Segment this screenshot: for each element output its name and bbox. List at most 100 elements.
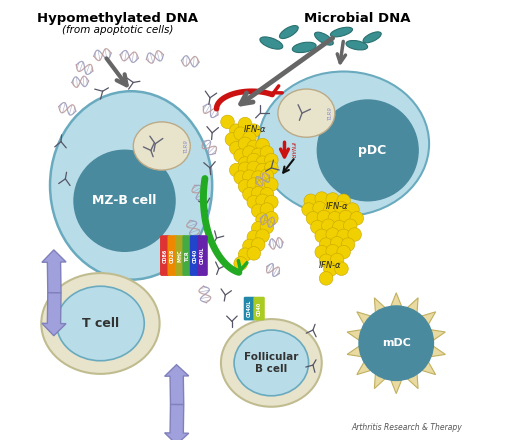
Text: CD40: CD40: [257, 302, 262, 316]
Circle shape: [306, 212, 320, 225]
Text: Hypomethylated DNA: Hypomethylated DNA: [37, 12, 199, 25]
Circle shape: [238, 179, 252, 193]
Circle shape: [317, 210, 331, 224]
Circle shape: [247, 247, 261, 260]
FancyBboxPatch shape: [175, 235, 185, 276]
Circle shape: [234, 127, 247, 141]
Text: Follicular
B cell: Follicular B cell: [244, 352, 298, 374]
Circle shape: [225, 133, 239, 146]
Ellipse shape: [221, 319, 322, 407]
Circle shape: [256, 179, 269, 193]
Text: CD40L: CD40L: [247, 300, 252, 317]
Circle shape: [247, 178, 261, 191]
Ellipse shape: [363, 32, 381, 43]
Circle shape: [221, 115, 234, 129]
Circle shape: [234, 149, 247, 162]
Circle shape: [350, 212, 364, 225]
Circle shape: [234, 257, 247, 270]
Circle shape: [315, 192, 329, 206]
Ellipse shape: [74, 150, 175, 251]
Circle shape: [337, 229, 350, 243]
Ellipse shape: [57, 286, 144, 361]
Circle shape: [326, 228, 339, 241]
Circle shape: [260, 146, 274, 159]
Circle shape: [238, 137, 252, 151]
Circle shape: [229, 163, 243, 177]
Circle shape: [247, 161, 261, 175]
FancyBboxPatch shape: [160, 235, 170, 276]
Circle shape: [330, 236, 344, 250]
Text: (from apoptotic cells): (from apoptotic cells): [62, 26, 174, 35]
Circle shape: [332, 220, 346, 234]
Circle shape: [304, 194, 317, 208]
Circle shape: [326, 244, 339, 258]
Text: CD28: CD28: [170, 248, 175, 263]
FancyBboxPatch shape: [253, 297, 265, 321]
Circle shape: [335, 202, 348, 215]
Ellipse shape: [50, 91, 212, 280]
Text: TLR9: TLR9: [184, 139, 189, 153]
Ellipse shape: [258, 71, 429, 216]
FancyBboxPatch shape: [167, 235, 178, 276]
FancyBboxPatch shape: [182, 235, 193, 276]
FancyArrow shape: [165, 365, 189, 405]
Circle shape: [328, 212, 342, 225]
Circle shape: [229, 124, 243, 138]
Ellipse shape: [292, 42, 316, 52]
FancyBboxPatch shape: [190, 235, 200, 276]
Circle shape: [234, 171, 247, 184]
Circle shape: [229, 142, 243, 155]
Circle shape: [238, 117, 252, 131]
Circle shape: [335, 262, 348, 276]
Text: IFN-$\alpha$: IFN-$\alpha$: [317, 259, 342, 270]
FancyBboxPatch shape: [244, 297, 255, 321]
Circle shape: [344, 219, 357, 232]
Circle shape: [315, 229, 329, 243]
Circle shape: [247, 153, 261, 167]
Text: CD86: CD86: [163, 248, 168, 263]
Circle shape: [265, 212, 278, 225]
Ellipse shape: [317, 100, 418, 201]
Circle shape: [265, 178, 278, 191]
Circle shape: [339, 210, 353, 224]
Text: IFN-$\alpha$: IFN-$\alpha$: [243, 123, 267, 134]
Circle shape: [247, 124, 261, 138]
Text: T cell: T cell: [82, 317, 119, 330]
Text: TLR9: TLR9: [328, 106, 333, 120]
Text: IFN-$\alpha$: IFN-$\alpha$: [325, 200, 349, 211]
Circle shape: [326, 193, 339, 206]
Circle shape: [319, 272, 333, 285]
Circle shape: [260, 203, 274, 217]
Circle shape: [319, 254, 333, 268]
Circle shape: [330, 253, 344, 267]
Ellipse shape: [133, 122, 190, 170]
Ellipse shape: [346, 41, 368, 50]
Circle shape: [243, 187, 256, 201]
Text: CD40: CD40: [193, 248, 198, 263]
Ellipse shape: [314, 32, 333, 45]
Text: MZ-B cell: MZ-B cell: [92, 194, 157, 207]
Circle shape: [251, 221, 265, 235]
Circle shape: [265, 153, 278, 167]
Text: IFNAR: IFNAR: [290, 142, 295, 159]
Circle shape: [256, 156, 269, 169]
FancyBboxPatch shape: [197, 235, 208, 276]
Circle shape: [302, 203, 315, 217]
Circle shape: [337, 194, 350, 208]
Circle shape: [243, 146, 256, 159]
Circle shape: [251, 187, 265, 200]
Circle shape: [260, 169, 274, 183]
Circle shape: [315, 245, 329, 259]
Circle shape: [265, 161, 278, 175]
Ellipse shape: [260, 37, 283, 49]
Circle shape: [256, 138, 269, 152]
FancyArrow shape: [42, 250, 66, 293]
Circle shape: [311, 220, 324, 234]
Circle shape: [260, 220, 274, 234]
Circle shape: [256, 194, 269, 208]
Circle shape: [256, 163, 269, 177]
FancyArrow shape: [42, 293, 66, 336]
Ellipse shape: [234, 330, 309, 396]
Ellipse shape: [280, 26, 298, 38]
Circle shape: [251, 148, 265, 161]
